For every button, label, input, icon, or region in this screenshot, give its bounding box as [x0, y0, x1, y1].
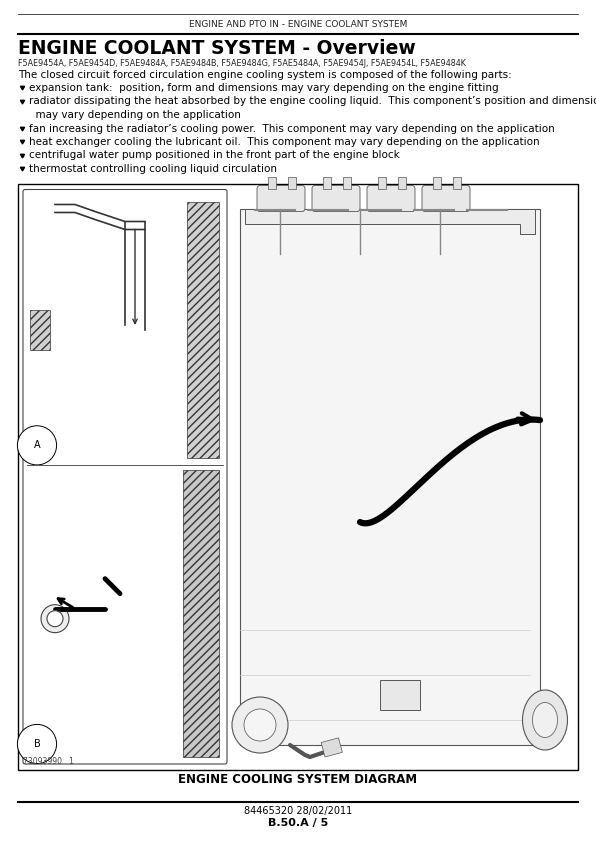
Text: may vary depending on the application: may vary depending on the application: [29, 110, 241, 120]
Bar: [398, 177, 406, 189]
Ellipse shape: [532, 702, 557, 738]
Bar: [268, 177, 276, 189]
Bar: [323, 177, 331, 189]
Bar: [343, 177, 351, 189]
Ellipse shape: [523, 690, 567, 750]
Circle shape: [47, 610, 63, 626]
Circle shape: [41, 605, 69, 632]
Bar: [187, 201, 219, 458]
Text: fan increasing the radiator’s cooling power.  This component may vary depending : fan increasing the radiator’s cooling po…: [29, 124, 555, 134]
Text: heat exchanger cooling the lubricant oil.  This component may vary depending on : heat exchanger cooling the lubricant oil…: [29, 137, 539, 147]
Text: B: B: [33, 739, 41, 749]
Bar: [380, 680, 420, 710]
Text: The closed circuit forced circulation engine cooling system is composed of the f: The closed circuit forced circulation en…: [18, 70, 512, 80]
FancyBboxPatch shape: [367, 185, 415, 211]
Text: ENGINE COOLING SYSTEM DIAGRAM: ENGINE COOLING SYSTEM DIAGRAM: [178, 773, 418, 786]
Text: centrifugal water pump positioned in the front part of the engine block: centrifugal water pump positioned in the…: [29, 151, 400, 161]
Bar: [453, 177, 461, 189]
Bar: [378, 177, 386, 189]
Text: radiator dissipating the heat absorbed by the engine cooling liquid.  This compo: radiator dissipating the heat absorbed b…: [29, 97, 596, 106]
Text: expansion tank:  position, form and dimensions may vary depending on the engine : expansion tank: position, form and dimen…: [29, 83, 499, 93]
Text: ENGINE COOLANT SYSTEM - Overview: ENGINE COOLANT SYSTEM - Overview: [18, 39, 416, 58]
FancyBboxPatch shape: [23, 189, 227, 764]
Bar: [433, 177, 441, 189]
Circle shape: [232, 697, 288, 753]
Bar: [183, 471, 219, 757]
Bar: [240, 209, 540, 745]
FancyBboxPatch shape: [422, 185, 470, 211]
Bar: [30, 310, 50, 350]
Bar: [321, 738, 342, 757]
Polygon shape: [245, 209, 535, 233]
Text: A: A: [34, 440, 41, 450]
Text: 73093990   1: 73093990 1: [23, 757, 74, 766]
Text: 84465320 28/02/2011: 84465320 28/02/2011: [244, 806, 352, 816]
Text: thermostat controlling cooling liquid circulation: thermostat controlling cooling liquid ci…: [29, 164, 277, 174]
Text: ENGINE AND PTO IN - ENGINE COOLANT SYSTEM: ENGINE AND PTO IN - ENGINE COOLANT SYSTE…: [189, 20, 407, 29]
FancyBboxPatch shape: [312, 185, 360, 211]
FancyBboxPatch shape: [257, 185, 305, 211]
Text: B.50.A / 5: B.50.A / 5: [268, 818, 328, 828]
Circle shape: [244, 709, 276, 741]
Bar: [18, 184, 578, 770]
Text: F5AE9454A, F5AE9454D, F5AE9484A, F5AE9484B, F5AE9484G, F5AE5484A, F5AE9454J, F5A: F5AE9454A, F5AE9454D, F5AE9484A, F5AE948…: [18, 59, 466, 68]
Bar: [288, 177, 296, 189]
